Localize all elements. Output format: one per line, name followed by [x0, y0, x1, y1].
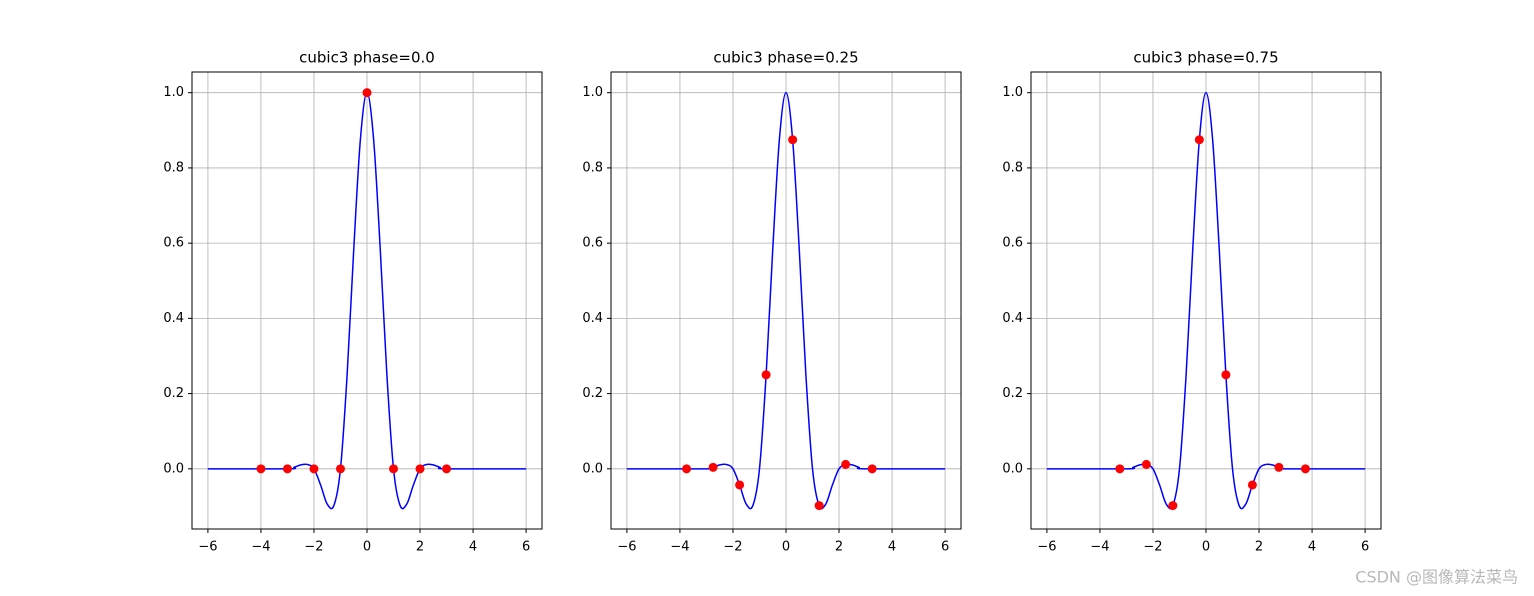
plot-frame	[191, 71, 543, 530]
scatter-point	[362, 88, 372, 98]
scatter-point	[1194, 135, 1204, 145]
plot-frame	[1030, 71, 1382, 530]
scatter-point	[1300, 464, 1310, 474]
watermark: CSDN @图像算法菜鸟	[1355, 568, 1518, 587]
scatter-point	[1247, 480, 1257, 490]
x-tick-label: 2	[1255, 540, 1263, 555]
x-tick-label: 0	[1202, 540, 1210, 555]
x-tick-label: −4	[670, 540, 689, 555]
x-tick-label: −4	[251, 540, 270, 555]
scatter-point	[1115, 464, 1125, 474]
y-tick-label: 0.6	[582, 236, 603, 251]
x-tick-label: −2	[1143, 540, 1162, 555]
y-tick-label: 0.2	[582, 386, 603, 401]
x-tick-label: 0	[363, 540, 371, 555]
scatter-point	[788, 135, 798, 145]
plot-frame	[610, 71, 962, 530]
scatter-point	[682, 464, 692, 474]
y-tick-label: 0.8	[1002, 160, 1023, 175]
y-tick-label: 0.0	[1002, 461, 1023, 476]
scatter-point	[335, 464, 345, 474]
x-tick-label: −6	[198, 540, 217, 555]
chart-title: cubic3 phase=0.25	[713, 49, 858, 67]
y-tick-label: 0.4	[163, 311, 184, 326]
scatter-point	[309, 464, 319, 474]
x-tick-label: −4	[1090, 540, 1109, 555]
scatter-point	[761, 370, 771, 380]
x-tick-label: 6	[941, 540, 949, 555]
scatter-point	[867, 464, 877, 474]
scatter-point	[1274, 462, 1284, 472]
x-tick-label: −6	[617, 540, 636, 555]
scatter-point	[442, 464, 452, 474]
x-tick-label: 2	[416, 540, 424, 555]
y-tick-label: 1.0	[1002, 85, 1023, 100]
x-tick-label: 0	[782, 540, 790, 555]
y-tick-label: 0.4	[1002, 311, 1023, 326]
x-tick-label: 4	[1308, 540, 1316, 555]
scatter-point	[389, 464, 399, 474]
y-tick-label: 0.4	[582, 311, 603, 326]
x-tick-label: 6	[522, 540, 530, 555]
scatter-point	[1141, 459, 1151, 469]
chart-title: cubic3 phase=0.75	[1133, 49, 1278, 67]
scatter-point	[415, 464, 425, 474]
scatter-point	[841, 459, 851, 469]
y-tick-label: 0.6	[163, 236, 184, 251]
x-tick-label: −6	[1037, 540, 1056, 555]
x-tick-label: 4	[469, 540, 477, 555]
scatter-point	[256, 464, 266, 474]
y-tick-label: 0.2	[163, 386, 184, 401]
scatter-point	[1168, 501, 1178, 511]
scatter-point	[708, 462, 718, 472]
y-tick-label: 1.0	[163, 85, 184, 100]
x-tick-label: 2	[835, 540, 843, 555]
y-tick-label: 0.2	[1002, 386, 1023, 401]
x-tick-label: −2	[723, 540, 742, 555]
y-tick-label: 0.0	[582, 461, 603, 476]
x-tick-label: 6	[1361, 540, 1369, 555]
scatter-point	[814, 501, 824, 511]
y-tick-label: 1.0	[582, 85, 603, 100]
scatter-point	[282, 464, 292, 474]
y-tick-label: 0.8	[163, 160, 184, 175]
scatter-point	[735, 480, 745, 490]
scatter-point	[1221, 370, 1231, 380]
x-tick-label: 4	[888, 540, 896, 555]
chart-title: cubic3 phase=0.0	[299, 49, 435, 67]
y-tick-label: 0.0	[163, 461, 184, 476]
x-tick-label: −2	[304, 540, 323, 555]
y-tick-label: 0.6	[1002, 236, 1023, 251]
y-tick-label: 0.8	[582, 160, 603, 175]
